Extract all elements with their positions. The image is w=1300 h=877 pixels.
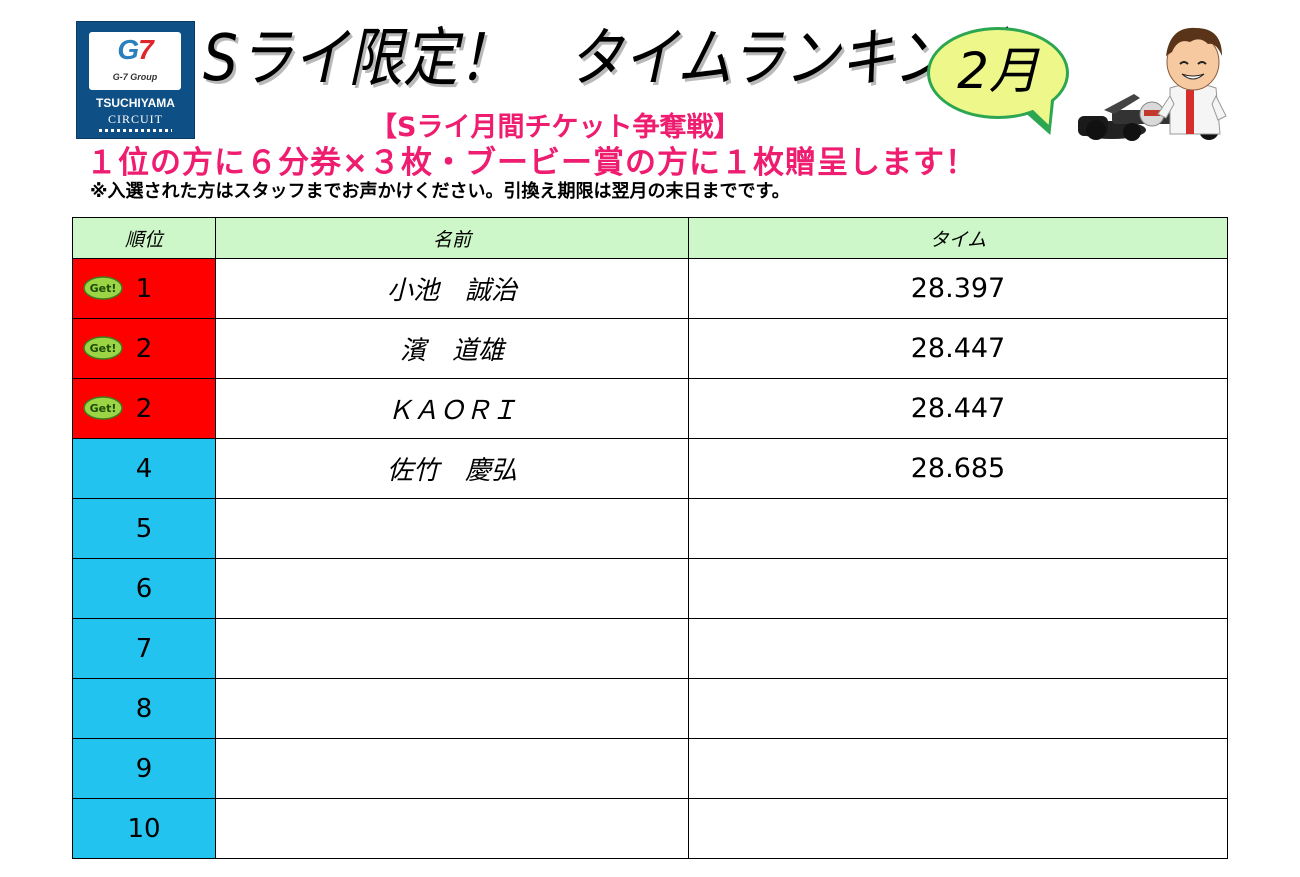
- logo-checker-flag: [99, 129, 172, 132]
- logo-name: TSUCHIYAMA: [96, 96, 175, 110]
- table-row: Get! 1 小池 誠治 28.397: [72, 258, 1228, 319]
- rank-cell: 10: [72, 798, 216, 859]
- lap-time-cell: 28.447: [688, 318, 1228, 379]
- rank-cell: 8: [72, 678, 216, 739]
- rank-cell: Get! 2: [72, 378, 216, 439]
- rank-number: 4: [135, 453, 153, 484]
- logo-subname: CIRCUIT: [108, 112, 163, 126]
- lap-time-cell: 28.685: [688, 438, 1228, 499]
- rank-number: 10: [127, 813, 161, 844]
- get-badge-icon: Get!: [83, 336, 123, 360]
- notice-text: ※入選された方はスタッフまでお声かけください。引換え期限は翌月の末日までです。: [90, 181, 790, 202]
- lap-time-cell: [688, 738, 1228, 799]
- rank-number: 6: [135, 573, 153, 604]
- get-badge-label: Get!: [90, 282, 117, 295]
- circuit-logo: G7 G-7 Group TSUCHIYAMA CIRCUIT: [76, 21, 195, 139]
- lap-time-cell: 28.397: [688, 258, 1228, 319]
- lap-time-cell: [688, 498, 1228, 559]
- rank-number: 2: [135, 393, 153, 424]
- table-row: 9: [72, 738, 1228, 799]
- rank-number: 8: [135, 693, 153, 724]
- get-badge-label: Get!: [90, 342, 117, 355]
- driver-name-cell: 佐竹 慶弘: [215, 438, 689, 499]
- table-row: 10: [72, 798, 1228, 859]
- campaign-subtitle: 【Sライ月間チケット争奪戦】: [370, 112, 741, 143]
- month-label: 2月: [957, 42, 1039, 100]
- rank-cell: Get! 2: [72, 318, 216, 379]
- lap-time-cell: 28.447: [688, 378, 1228, 439]
- table-row: Get! 2 濱 道雄 28.447: [72, 318, 1228, 379]
- driver-name-cell: 小池 誠治: [215, 258, 689, 319]
- get-badge-icon: Get!: [83, 396, 123, 420]
- get-badge-icon: Get!: [83, 276, 123, 300]
- lap-time-cell: [688, 798, 1228, 859]
- driver-name-cell: [215, 798, 689, 859]
- header-time: タイム: [688, 217, 1228, 259]
- rank-cell: 7: [72, 618, 216, 679]
- get-badge-label: Get!: [90, 402, 117, 415]
- lap-time-cell: [688, 678, 1228, 739]
- driver-name-cell: [215, 558, 689, 619]
- rank-cell: 4: [72, 438, 216, 499]
- table-row: Get! 2 ＫＡＯＲＩ 28.447: [72, 378, 1228, 439]
- table-row: 6: [72, 558, 1228, 619]
- rank-cell: Get! 1: [72, 258, 216, 319]
- driver-name-cell: [215, 618, 689, 679]
- table-row: 8: [72, 678, 1228, 739]
- month-speech-bubble: [927, 27, 1069, 119]
- lap-time-cell: [688, 618, 1228, 679]
- rank-cell: 5: [72, 498, 216, 559]
- rank-number: 7: [135, 633, 153, 664]
- logo-mark-7: 7: [138, 34, 154, 65]
- table-row: 4 佐竹 慶弘 28.685: [72, 438, 1228, 499]
- page-title: Sライ限定！ タイムランキング: [203, 22, 1004, 96]
- kart-driver-mascot-icon: [1078, 27, 1227, 141]
- rank-number: 2: [135, 333, 153, 364]
- rank-cell: 9: [72, 738, 216, 799]
- driver-name-cell: [215, 738, 689, 799]
- driver-name-cell: [215, 678, 689, 739]
- prize-description: １位の方に６分券×３枚・ブービー賞の方に１枚贈呈します！: [86, 145, 977, 181]
- logo-mark: G7 G-7 Group: [89, 32, 181, 90]
- ranking-table: 順位 名前 タイム Get! 1 小池 誠治 28.397 Get! 2 濱 道雄 28.44…: [72, 217, 1228, 859]
- header-name: 名前: [215, 217, 689, 259]
- rank-number: 5: [135, 513, 153, 544]
- lap-time-cell: [688, 558, 1228, 619]
- table-row: 5: [72, 498, 1228, 559]
- driver-name-cell: [215, 498, 689, 559]
- rank-cell: 6: [72, 558, 216, 619]
- driver-name-cell: 濱 道雄: [215, 318, 689, 379]
- logo-mark-g: G: [117, 34, 139, 65]
- table-row: 7: [72, 618, 1228, 679]
- logo-group-text: G-7 Group: [112, 72, 158, 82]
- table-header-row: 順位 名前 タイム: [72, 217, 1228, 259]
- rank-number: 9: [135, 753, 153, 784]
- driver-name-cell: ＫＡＯＲＩ: [215, 378, 689, 439]
- rank-number: 1: [135, 273, 153, 304]
- header-rank: 順位: [72, 217, 216, 259]
